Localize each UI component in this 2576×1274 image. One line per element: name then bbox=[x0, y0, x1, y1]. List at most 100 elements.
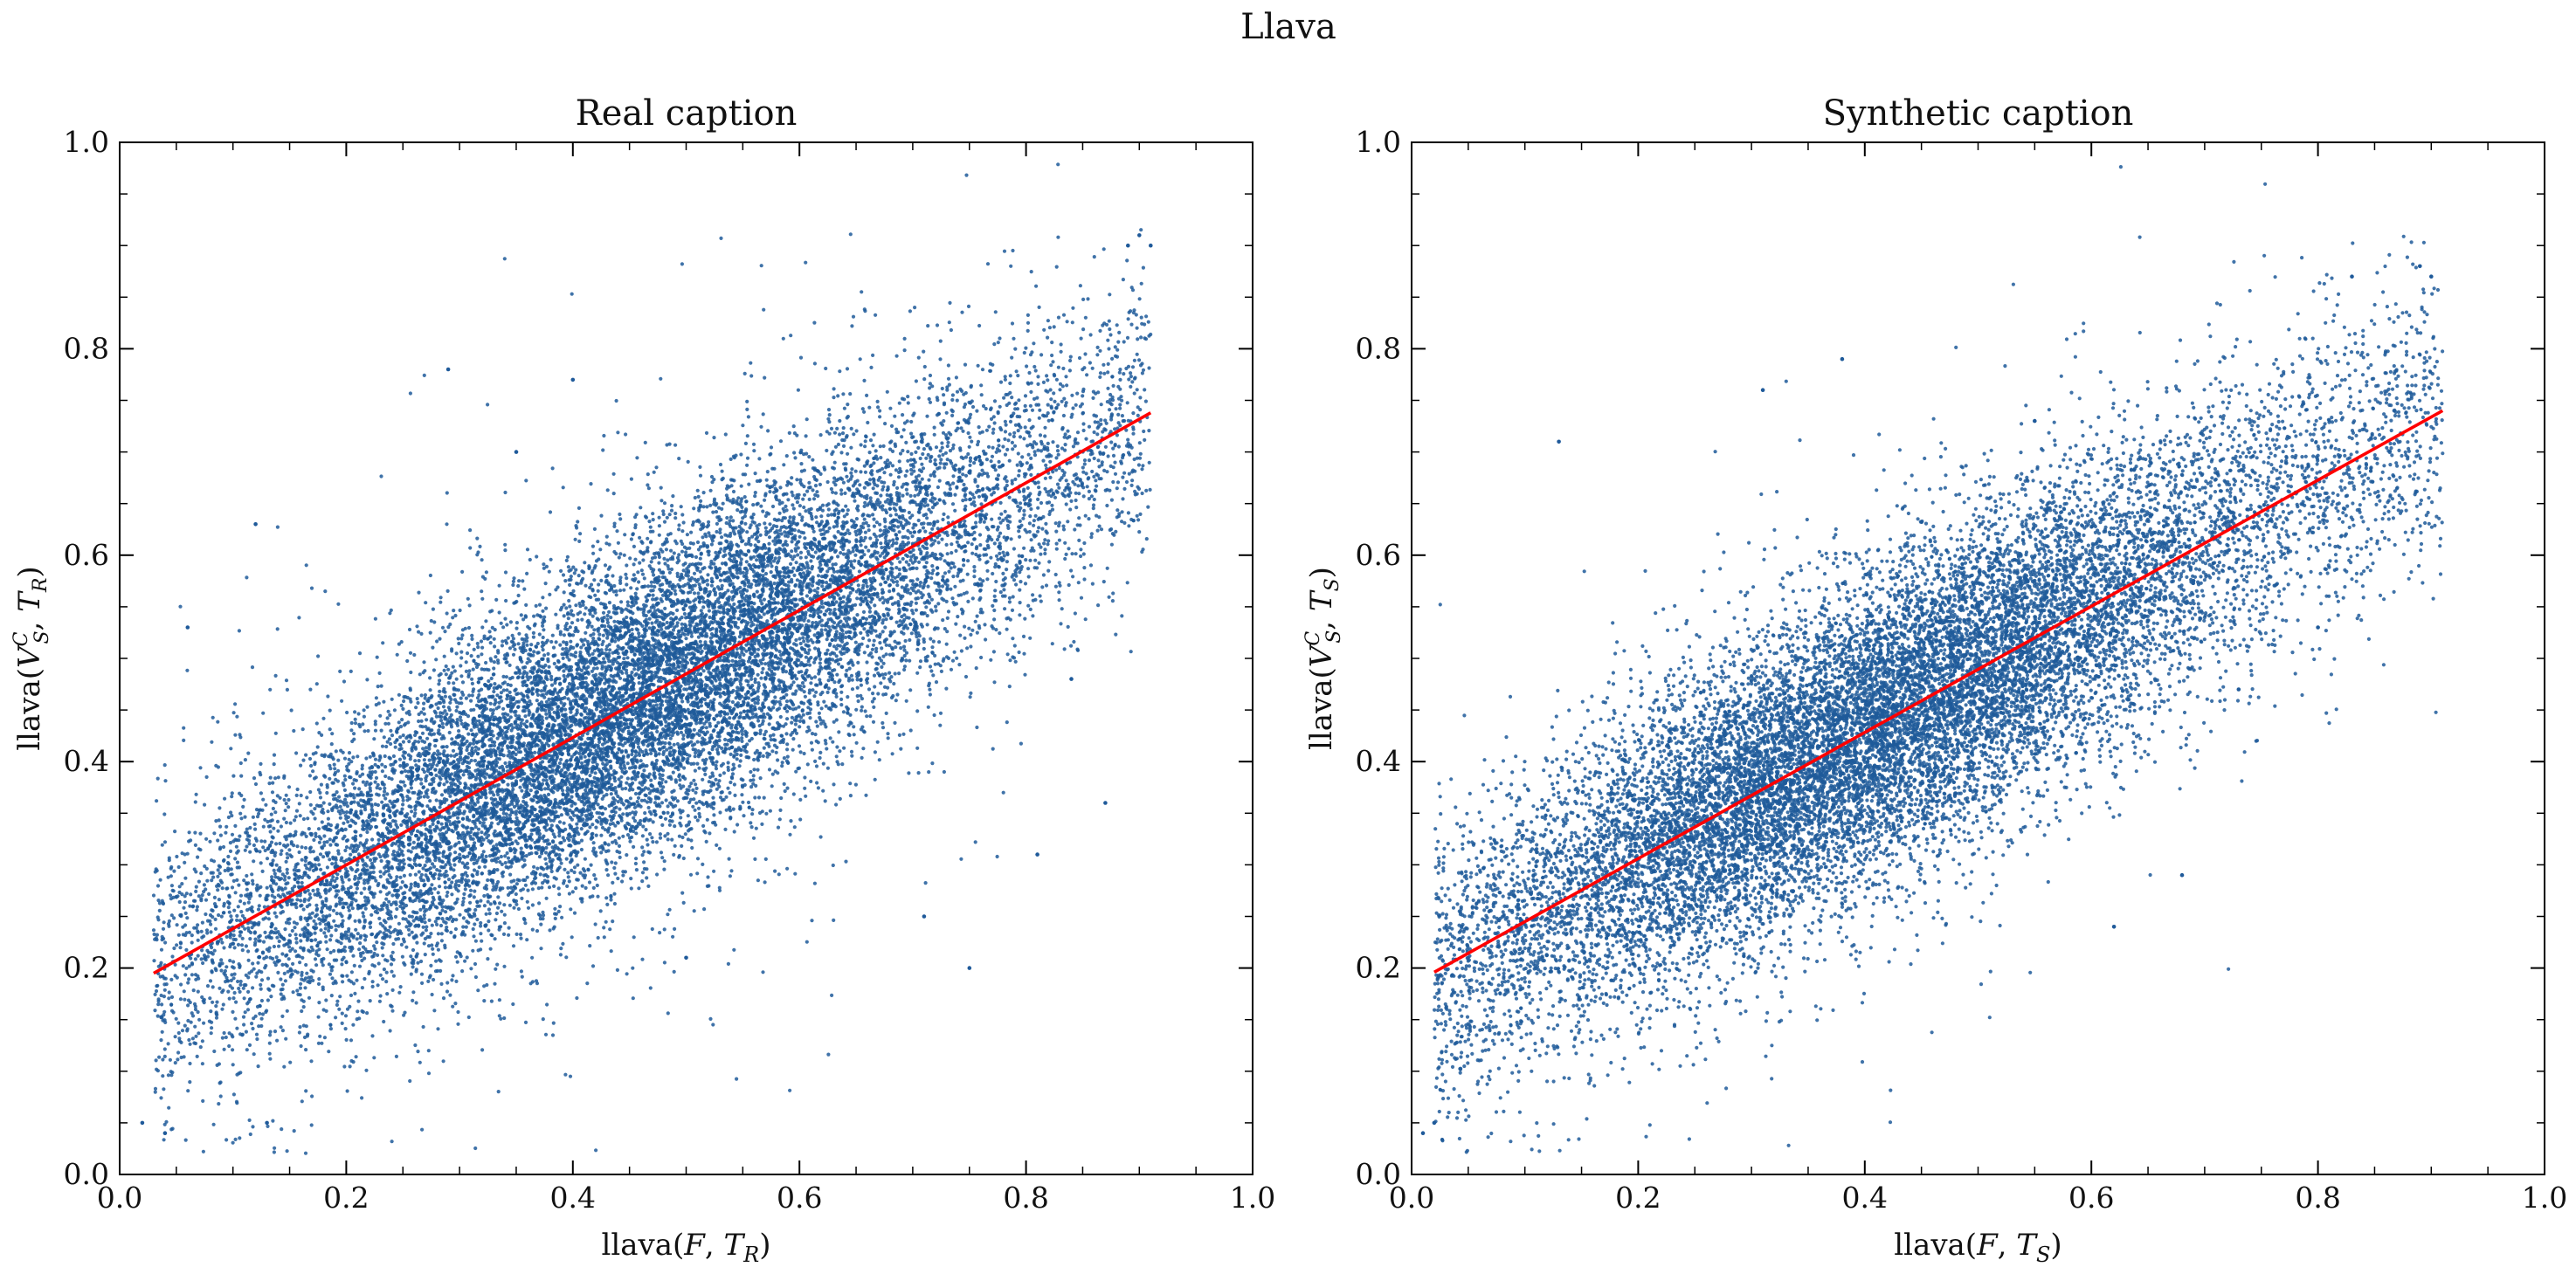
scatter-point bbox=[421, 706, 425, 711]
scatter-point bbox=[815, 724, 819, 728]
scatter-point bbox=[166, 1042, 170, 1046]
scatter-point bbox=[925, 503, 930, 507]
scatter-point bbox=[802, 639, 806, 644]
scatter-point bbox=[662, 501, 667, 506]
scatter-point bbox=[936, 466, 940, 471]
scatter-point bbox=[924, 605, 929, 609]
scatter-point bbox=[779, 795, 784, 801]
scatter-point bbox=[294, 949, 298, 954]
scatter-point bbox=[992, 680, 997, 685]
scatter-point bbox=[1109, 542, 1114, 547]
scatter-point bbox=[185, 668, 190, 672]
scatter-point bbox=[681, 733, 686, 738]
scatter-point bbox=[815, 520, 819, 525]
scatter-point bbox=[544, 862, 549, 866]
scatter-point bbox=[752, 757, 756, 762]
scatter-point bbox=[638, 561, 642, 565]
scatter-point bbox=[191, 988, 196, 993]
scatter-point bbox=[946, 440, 950, 444]
scatter-point bbox=[697, 600, 702, 604]
scatter-point bbox=[1131, 431, 1136, 436]
scatter-point bbox=[488, 707, 493, 713]
scatter-point bbox=[518, 671, 522, 676]
scatter-point bbox=[1011, 248, 1015, 253]
scatter-point bbox=[1083, 315, 1088, 320]
scatter-point bbox=[547, 816, 551, 821]
scatter-point bbox=[746, 415, 751, 419]
scatter-point bbox=[808, 716, 812, 720]
scatter-point bbox=[972, 568, 977, 574]
scatter-point bbox=[570, 292, 574, 296]
scatter-point bbox=[402, 1013, 406, 1017]
scatter-point bbox=[432, 886, 437, 891]
scatter-point bbox=[300, 973, 304, 977]
scatter-point bbox=[596, 935, 600, 940]
scatter-point bbox=[1121, 278, 1125, 282]
scatter-point bbox=[826, 513, 831, 518]
figure-suptitle: Llava bbox=[1240, 7, 1336, 47]
scatter-point bbox=[395, 906, 399, 912]
scatter-point bbox=[1081, 327, 1086, 332]
scatter-point bbox=[1067, 547, 1071, 551]
scatter-point bbox=[1088, 448, 1093, 453]
scatter-point bbox=[162, 840, 168, 844]
scatter-point bbox=[872, 638, 876, 643]
scatter-point bbox=[217, 912, 221, 918]
scatter-point bbox=[811, 529, 816, 534]
scatter-point bbox=[162, 1047, 167, 1051]
scatter-point bbox=[153, 992, 157, 996]
scatter-point bbox=[613, 639, 618, 644]
scatter-point bbox=[1014, 369, 1019, 374]
scatter-point bbox=[428, 630, 432, 635]
scatter-point bbox=[1039, 599, 1043, 603]
scatter-point bbox=[561, 573, 566, 577]
scatter-point bbox=[439, 981, 444, 986]
scatter-point bbox=[271, 781, 275, 785]
scatter-point bbox=[251, 1125, 255, 1129]
scatter-point bbox=[828, 736, 832, 740]
scatter-point bbox=[1056, 235, 1060, 239]
scatter-point bbox=[194, 1034, 198, 1038]
scatter-point bbox=[508, 663, 512, 668]
scatter-point bbox=[256, 961, 260, 965]
scatter-point bbox=[666, 810, 670, 815]
scatter-point bbox=[637, 635, 641, 639]
scatter-point bbox=[304, 753, 308, 757]
scatter-point bbox=[420, 1127, 425, 1132]
scatter-point bbox=[515, 816, 519, 820]
scatter-point bbox=[424, 601, 428, 605]
scatter-point bbox=[673, 625, 677, 630]
scatter-point bbox=[460, 569, 465, 575]
scatter-point bbox=[1016, 374, 1020, 378]
scatter-point bbox=[612, 583, 617, 589]
scatter-point bbox=[633, 557, 638, 561]
scatter-point bbox=[233, 891, 238, 895]
scatter-point bbox=[373, 780, 377, 784]
scatter-point bbox=[332, 762, 336, 767]
scatter-point bbox=[899, 646, 903, 651]
scatter-point bbox=[992, 594, 997, 598]
scatter-point bbox=[423, 953, 427, 957]
scatter-point bbox=[193, 973, 198, 977]
scatter-point bbox=[417, 759, 421, 763]
scatter-point bbox=[654, 758, 660, 763]
scatter-point bbox=[1074, 552, 1078, 556]
scatter-point bbox=[297, 1030, 301, 1035]
scatter-point bbox=[1068, 355, 1073, 359]
scatter-point bbox=[226, 854, 231, 859]
scatter-point bbox=[657, 561, 661, 565]
scatter-point bbox=[875, 399, 880, 403]
scatter-point bbox=[470, 677, 474, 681]
scatter-point bbox=[1036, 497, 1040, 502]
scatter-point bbox=[153, 1009, 157, 1013]
scatter-point bbox=[463, 884, 467, 888]
scatter-point bbox=[328, 802, 332, 807]
scatter-point bbox=[284, 820, 288, 825]
scatter-point bbox=[173, 1061, 177, 1065]
scatter-point bbox=[1059, 342, 1063, 347]
scatter-point bbox=[364, 756, 369, 761]
scatter-point bbox=[504, 675, 509, 679]
scatter-point bbox=[541, 623, 545, 628]
scatter-point bbox=[871, 692, 875, 696]
scatter-point bbox=[426, 979, 431, 983]
